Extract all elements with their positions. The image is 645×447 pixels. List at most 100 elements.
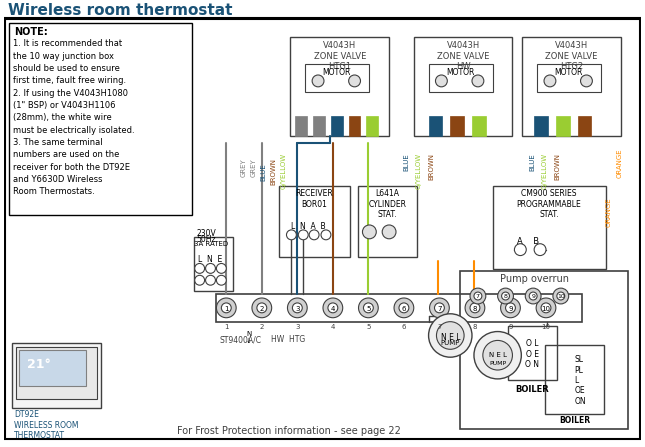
Text: 9: 9 <box>508 306 513 312</box>
Circle shape <box>428 314 472 357</box>
Circle shape <box>206 275 215 285</box>
Bar <box>472 116 486 136</box>
Circle shape <box>195 263 204 273</box>
Text: BOILER: BOILER <box>515 385 549 394</box>
Circle shape <box>195 275 204 285</box>
Circle shape <box>292 303 303 313</box>
Text: G/YELLOW: G/YELLOW <box>416 153 422 189</box>
Bar <box>545 346 604 414</box>
Text: RECEIVER
BOR01: RECEIVER BOR01 <box>295 190 333 209</box>
Bar <box>194 237 233 291</box>
Text: 4: 4 <box>331 324 335 329</box>
Circle shape <box>483 341 512 370</box>
Circle shape <box>321 230 331 240</box>
Text: N E L: N E L <box>489 352 506 358</box>
Text: 5: 5 <box>366 306 371 312</box>
Circle shape <box>382 225 396 239</box>
Bar <box>556 116 570 136</box>
Text: Room Thermostats.: Room Thermostats. <box>13 187 95 197</box>
Text: N  A  B: N A B <box>301 222 326 231</box>
Text: must be electrically isolated.: must be electrically isolated. <box>13 126 135 135</box>
Text: V4043H
ZONE VALVE
HW: V4043H ZONE VALVE HW <box>437 42 490 71</box>
Text: BLUE: BLUE <box>529 153 535 171</box>
Text: L641A
CYLINDER
STAT.: L641A CYLINDER STAT. <box>368 190 406 219</box>
Text: MOTOR: MOTOR <box>446 68 474 77</box>
Text: 230V: 230V <box>197 229 217 238</box>
Bar <box>305 64 370 92</box>
Text: CM900 SERIES
PROGRAMMABLE
STAT.: CM900 SERIES PROGRAMMABLE STAT. <box>517 190 581 219</box>
Text: SL
PL
L
OE
ON: SL PL L OE ON <box>575 355 586 406</box>
Text: BROWN: BROWN <box>555 153 561 180</box>
Text: N
↓: N ↓ <box>246 330 252 344</box>
Text: 6: 6 <box>402 306 406 312</box>
Text: O L
O E
O N: O L O E O N <box>525 339 539 369</box>
Circle shape <box>217 275 226 285</box>
Circle shape <box>536 298 556 318</box>
Bar <box>414 38 512 136</box>
Bar <box>450 116 464 136</box>
Bar <box>19 350 86 386</box>
Circle shape <box>299 230 308 240</box>
Circle shape <box>580 75 592 87</box>
Circle shape <box>498 288 513 304</box>
Bar <box>349 116 361 136</box>
Circle shape <box>286 230 296 240</box>
Text: BROWN: BROWN <box>271 158 277 185</box>
Text: BLUE: BLUE <box>403 153 409 171</box>
Text: G/YELLOW: G/YELLOW <box>281 153 286 189</box>
Circle shape <box>206 263 215 273</box>
Text: 2: 2 <box>260 306 264 312</box>
Text: G/YELLOW: G/YELLOW <box>542 153 548 189</box>
Text: PUMP: PUMP <box>489 361 506 366</box>
Circle shape <box>288 298 307 318</box>
Text: 2. If using the V4043H1080: 2. If using the V4043H1080 <box>13 89 128 98</box>
Circle shape <box>349 75 361 87</box>
Bar <box>508 325 557 380</box>
Circle shape <box>502 292 510 300</box>
Circle shape <box>430 298 450 318</box>
Bar <box>12 343 101 408</box>
Circle shape <box>363 303 373 313</box>
Text: (1" BSP) or V4043H1106: (1" BSP) or V4043H1106 <box>13 101 115 110</box>
Text: ORANGE: ORANGE <box>605 197 611 227</box>
Bar <box>366 116 378 136</box>
Text: BROWN: BROWN <box>428 153 435 180</box>
Text: MOTOR: MOTOR <box>555 68 583 77</box>
Text: HW  HTG: HW HTG <box>271 336 305 345</box>
Text: Pump overrun: Pump overrun <box>500 274 569 284</box>
Bar <box>534 116 548 136</box>
Text: 3. The same terminal: 3. The same terminal <box>13 138 103 147</box>
Text: 4: 4 <box>331 306 335 312</box>
Bar <box>357 186 417 257</box>
Text: V4043H
ZONE VALVE
HTG1: V4043H ZONE VALVE HTG1 <box>313 42 366 71</box>
Circle shape <box>362 225 376 239</box>
Text: DT92E
WIRELESS ROOM
THERMOSTAT: DT92E WIRELESS ROOM THERMOSTAT <box>14 410 79 440</box>
Text: 3: 3 <box>295 306 299 312</box>
Text: 7: 7 <box>437 324 442 329</box>
Circle shape <box>359 298 378 318</box>
Bar <box>295 116 307 136</box>
Text: 10: 10 <box>557 294 564 299</box>
Text: 1. It is recommended that: 1. It is recommended that <box>13 39 123 48</box>
Bar <box>522 38 621 136</box>
Text: 8: 8 <box>473 324 477 329</box>
Circle shape <box>470 303 480 313</box>
Text: BLUE: BLUE <box>261 163 267 181</box>
Text: Wireless room thermostat: Wireless room thermostat <box>8 3 233 18</box>
Text: V4043H
ZONE VALVE
HTG2: V4043H ZONE VALVE HTG2 <box>546 42 598 71</box>
Text: 6: 6 <box>402 324 406 329</box>
Text: should be used to ensure: should be used to ensure <box>13 64 120 73</box>
Text: GREY: GREY <box>251 158 257 177</box>
Circle shape <box>328 303 338 313</box>
Text: PUMP: PUMP <box>441 341 460 346</box>
Circle shape <box>553 288 569 304</box>
Bar <box>460 271 628 429</box>
Text: 8: 8 <box>504 294 508 299</box>
Text: numbers are used on the: numbers are used on the <box>13 151 119 160</box>
Bar <box>428 64 493 92</box>
Text: L: L <box>290 222 295 231</box>
Circle shape <box>470 288 486 304</box>
Text: GREY: GREY <box>241 158 247 177</box>
Text: L  N  E: L N E <box>197 255 222 264</box>
Text: 10: 10 <box>542 324 550 329</box>
